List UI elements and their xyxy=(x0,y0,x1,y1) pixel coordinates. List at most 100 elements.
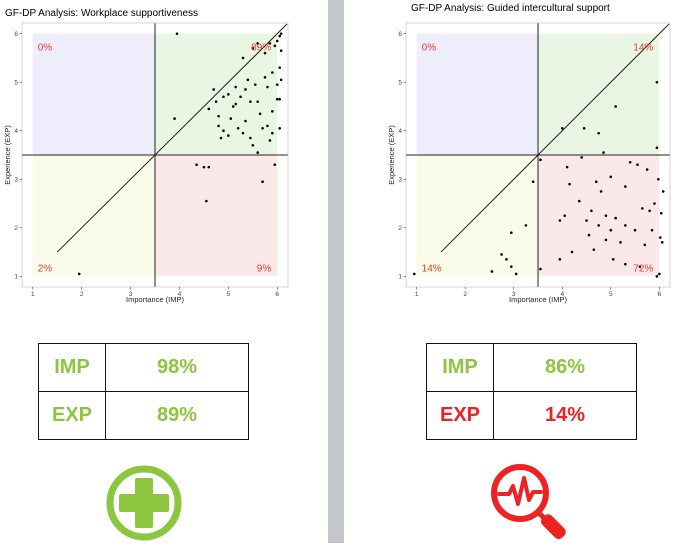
data-point xyxy=(658,272,661,276)
quadrant-top-left xyxy=(416,33,538,156)
data-point xyxy=(251,46,255,50)
data-point xyxy=(558,219,562,222)
y-tick-label: 5 xyxy=(14,80,18,87)
data-point xyxy=(275,83,279,86)
data-point xyxy=(217,124,220,128)
x-tick-label: 4 xyxy=(560,291,564,298)
quadrant-top-left xyxy=(32,33,155,156)
y-tick-label: 6 xyxy=(398,31,402,38)
data-point xyxy=(570,250,574,254)
data-point xyxy=(275,97,279,101)
data-point xyxy=(655,80,659,84)
data-point xyxy=(249,100,252,103)
quadrant-label-bottom-right: 72% xyxy=(633,263,653,274)
y-tick-label: 1 xyxy=(398,274,402,281)
x-tick-label: 2 xyxy=(80,291,84,298)
data-point xyxy=(278,127,281,130)
imp-row: IMP 86% xyxy=(426,343,637,392)
data-point xyxy=(266,124,269,128)
data-point xyxy=(266,85,269,89)
magnifier-heartbeat-icon xyxy=(487,462,573,543)
data-point xyxy=(655,146,659,150)
quadrant-label-top-left: 0% xyxy=(38,43,53,54)
data-point xyxy=(279,32,283,35)
data-point xyxy=(217,114,220,118)
imp-label: IMP xyxy=(38,343,106,392)
data-point xyxy=(412,272,416,276)
data-point xyxy=(256,42,259,45)
data-point xyxy=(263,76,267,79)
exp-value: 89% xyxy=(105,391,249,440)
data-point xyxy=(279,49,283,52)
quadrant-label-bottom-left: 14% xyxy=(422,263,442,274)
x-tick-label: 5 xyxy=(609,291,613,298)
data-point xyxy=(207,107,211,111)
data-point xyxy=(212,88,215,91)
data-point xyxy=(604,214,608,217)
data-point xyxy=(271,71,274,74)
y-axis-label: Experience (EXP) xyxy=(387,125,396,185)
chart-title: GF-DP Analysis: Guided intercultural sup… xyxy=(411,3,610,14)
data-point xyxy=(236,127,240,130)
data-point xyxy=(638,265,642,268)
data-point xyxy=(222,95,225,99)
data-point xyxy=(273,44,277,48)
quadrant-label-top-right: 14% xyxy=(633,43,653,54)
data-point xyxy=(77,272,81,276)
y-tick-label: 2 xyxy=(14,225,18,232)
data-point xyxy=(207,165,211,169)
x-ticks: 1 2 3 4 5 6 xyxy=(415,287,662,298)
data-point xyxy=(597,131,600,135)
plot-border xyxy=(21,22,289,288)
plus-circle-icon xyxy=(105,464,183,542)
data-point xyxy=(648,209,651,213)
data-point xyxy=(624,262,627,266)
data-point xyxy=(658,236,662,239)
data-point xyxy=(609,228,613,232)
data-point xyxy=(202,165,206,169)
data-point xyxy=(609,175,613,179)
data-point xyxy=(568,182,571,186)
data-point xyxy=(510,265,513,268)
quadrant-bottom-right xyxy=(155,155,278,277)
y-tick-label: 3 xyxy=(14,177,18,184)
plot-area: 1 2 3 4 5 6 1 2 3 4 5 6 0% 89% 2% 9% Importance (I… xyxy=(3,22,289,304)
data-point xyxy=(577,199,581,203)
data-point xyxy=(268,42,272,45)
x-tick-label: 1 xyxy=(31,291,35,298)
data-point xyxy=(271,110,274,113)
data-point xyxy=(560,127,564,130)
y-tick-label: 6 xyxy=(14,31,18,38)
data-point xyxy=(624,224,627,227)
data-point xyxy=(222,129,225,133)
data-point xyxy=(624,185,627,188)
y-tick-label: 2 xyxy=(398,225,402,232)
data-point xyxy=(614,216,617,220)
data-point xyxy=(524,224,528,227)
data-point xyxy=(256,151,259,154)
data-point xyxy=(594,180,598,183)
right-summary-table: IMP 86% EXP 14% xyxy=(426,343,637,440)
data-point xyxy=(619,241,622,244)
data-point xyxy=(258,112,262,116)
data-point xyxy=(650,228,654,232)
left-summary-table: IMP 98% EXP 89% xyxy=(38,343,249,440)
data-point xyxy=(657,177,660,181)
imp-label: IMP xyxy=(426,343,494,392)
points-group xyxy=(77,32,283,276)
data-point xyxy=(244,119,247,123)
data-point xyxy=(653,202,656,205)
data-point xyxy=(585,219,588,222)
data-point xyxy=(645,168,649,171)
data-point xyxy=(636,163,639,167)
data-point xyxy=(602,151,605,154)
data-point xyxy=(510,231,513,234)
data-point xyxy=(219,136,223,140)
quadrant-bottom-right xyxy=(538,155,660,277)
data-point xyxy=(514,272,518,276)
plot-border xyxy=(405,22,671,288)
data-point xyxy=(275,39,279,43)
data-point xyxy=(590,209,593,213)
data-point xyxy=(278,97,281,101)
data-point xyxy=(641,207,644,210)
